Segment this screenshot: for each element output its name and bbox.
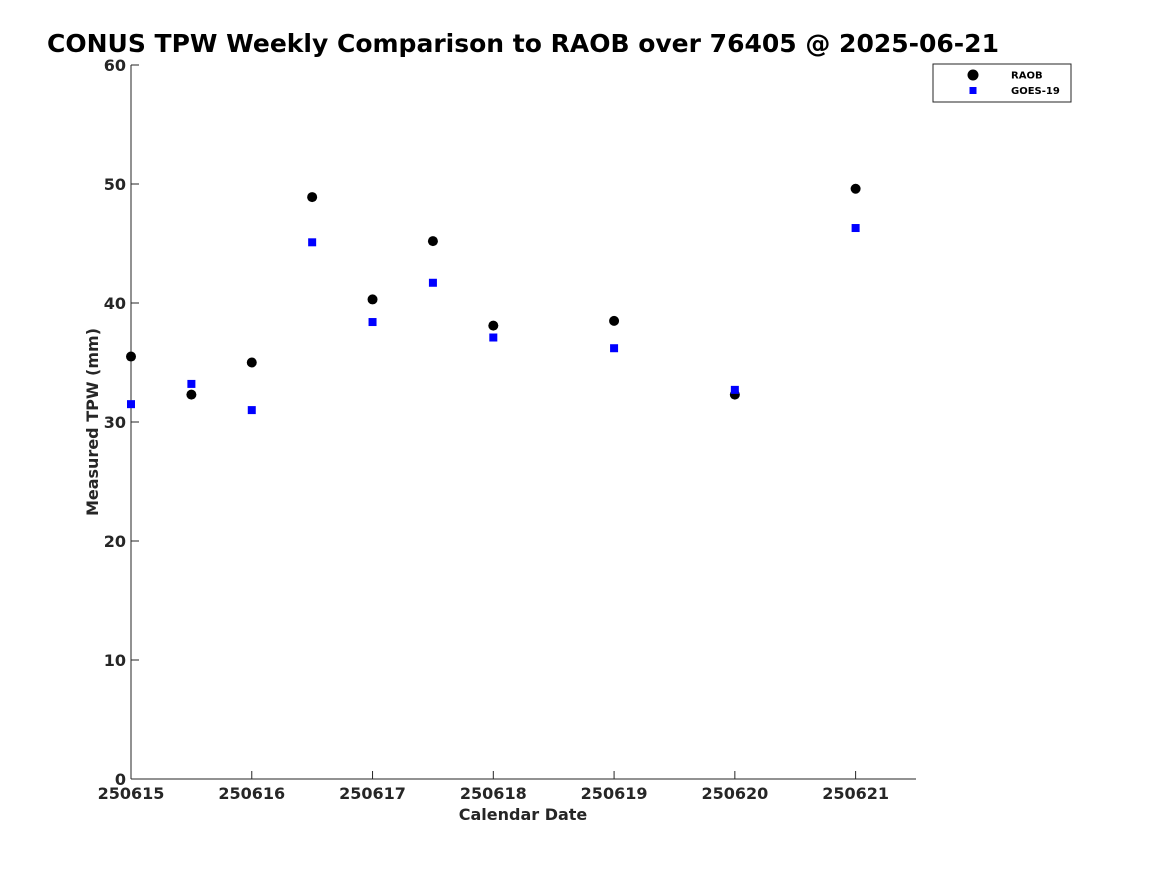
x-tick-label: 250621 [822,784,889,803]
point-goes-19 [308,238,317,247]
legend-marker-raob [967,69,979,81]
y-tick-label: 20 [104,532,126,551]
legend-label-goes-19: GOES-19 [1011,86,1060,97]
x-tick-label: 250619 [581,784,648,803]
point-goes-19 [247,406,256,415]
y-tick-label: 50 [104,175,126,194]
y-tick-label: 40 [104,294,126,313]
x-tick-label: 250616 [218,784,285,803]
point-raob [186,389,197,400]
x-ticks: 250615 250616 250617 250618 250619 250620 2506… [98,771,889,803]
point-goes-19 [428,278,437,287]
x-tick-label: 250617 [339,784,406,803]
point-raob [850,183,861,194]
point-raob [367,294,378,305]
point-raob [609,315,620,326]
point-goes-19 [489,333,498,342]
point-raob [246,357,257,368]
x-tick-label: 250618 [460,784,527,803]
y-tick-label: 0 [115,770,126,789]
legend-label-raob: RAOB [1011,71,1043,82]
y-tick-label: 30 [104,413,126,432]
y-ticks: 0 10 20 30 40 50 60 [104,56,139,789]
legend-box [932,63,1072,103]
point-goes-19 [610,344,619,353]
chart-title: CONUS TPW Weekly Comparison to RAOB over… [47,29,999,58]
data-points [126,183,861,415]
point-raob [307,192,318,203]
legend[interactable]: RAOB GOES-19 [932,63,1072,103]
y-tick-label: 10 [104,651,126,670]
point-raob [488,320,499,331]
point-goes-19 [187,379,196,388]
y-tick-label: 60 [104,56,126,75]
legend-marker-goes-19 [969,87,977,94]
x-tick-label: 250620 [701,784,768,803]
point-goes-19 [851,224,860,233]
point-goes-19 [730,385,739,394]
y-axis-label: Measured TPW (mm) [83,328,102,516]
point-goes-19 [368,318,377,327]
x-tick-label: 250615 [98,784,165,803]
x-axis-label: Calendar Date [459,805,588,824]
point-raob [427,236,438,247]
point-raob [126,351,136,362]
point-goes-19 [127,400,135,409]
